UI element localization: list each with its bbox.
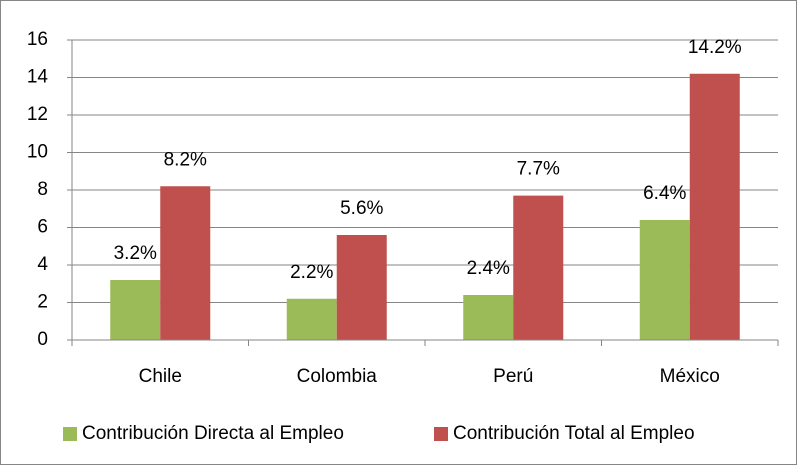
x-tick-label: Perú xyxy=(493,366,533,387)
bar xyxy=(463,295,514,340)
x-tick-label: México xyxy=(660,366,720,387)
y-tick-label: 16 xyxy=(27,29,48,50)
x-tick-label: Colombia xyxy=(297,366,378,387)
bar xyxy=(160,186,211,340)
data-label: 6.4% xyxy=(643,183,686,204)
y-tick-label: 6 xyxy=(37,217,48,238)
y-tick-label: 4 xyxy=(37,254,48,275)
data-label: 8.2% xyxy=(164,149,207,170)
y-tick-label: 2 xyxy=(37,292,48,313)
data-label: 5.6% xyxy=(340,198,383,219)
data-label: 3.2% xyxy=(114,243,157,264)
legend-swatch xyxy=(434,427,448,441)
legend-label: Contribución Total al Empleo xyxy=(453,423,695,444)
data-label: 2.4% xyxy=(467,258,510,279)
bar xyxy=(336,235,387,340)
x-tick-label: Chile xyxy=(139,366,182,387)
data-label: 2.2% xyxy=(290,262,333,283)
data-label: 14.2% xyxy=(688,37,742,58)
data-label: 7.7% xyxy=(517,159,560,180)
y-tick-label: 14 xyxy=(27,67,49,88)
bar xyxy=(639,220,690,340)
legend-label: Contribución Directa al Empleo xyxy=(82,423,344,444)
bar xyxy=(286,298,337,340)
y-tick-label: 0 xyxy=(37,329,48,350)
legend-swatch xyxy=(63,427,77,441)
bar xyxy=(513,195,564,340)
bar xyxy=(110,280,161,340)
y-tick-label: 12 xyxy=(27,104,48,125)
y-tick-label: 10 xyxy=(27,142,48,163)
y-tick-label: 8 xyxy=(37,179,48,200)
bar xyxy=(689,73,740,340)
